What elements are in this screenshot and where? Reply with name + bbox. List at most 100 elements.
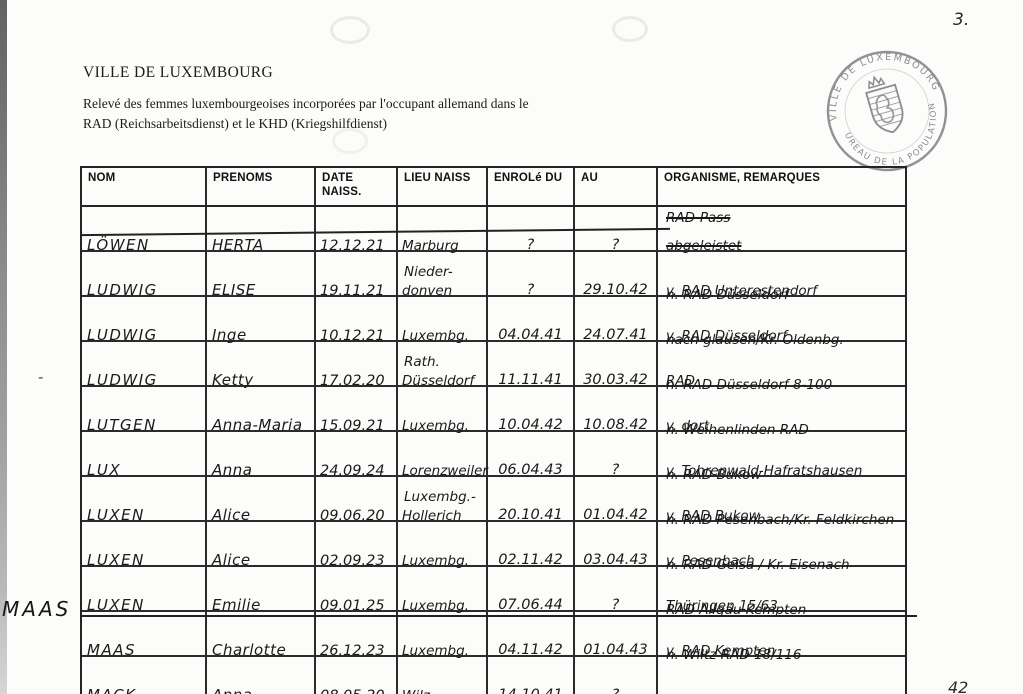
cell-lieu-naiss: Luxembg.: [402, 328, 469, 344]
cell-prenoms: Alice: [212, 551, 251, 569]
cell-nom: LÖWEN: [87, 236, 150, 254]
subtitle-line-2: RAD (Reichsarbeitsdienst) et le KHD (Kri…: [83, 116, 388, 132]
cell-date-naiss: 09.06.20: [320, 508, 385, 524]
cell-lieu-naiss: Luxembg.: [402, 418, 469, 434]
table-row: LUXEN Alice 02.09.23 Luxembg. 02.11.42 0…: [82, 512, 905, 569]
corner-handwritten-number: 42: [948, 678, 969, 694]
cell-remark-line2: RAD: [666, 373, 696, 389]
cell-lieu-naiss-line2: Düsseldorf: [402, 373, 475, 389]
cell-remark-line2: v. RAD Bukow: [666, 508, 760, 524]
scan-artifact: [612, 16, 648, 42]
cell-nom: LUXEN: [87, 506, 145, 524]
cell-date-naiss: 08.05.20: [320, 688, 385, 694]
cell-nom: LUX: [87, 461, 122, 479]
cell-nom: MACK: [87, 686, 137, 694]
scan-edge-shadow: [0, 0, 7, 694]
cell-date-naiss: 09.01.25: [320, 598, 385, 614]
table-row: MAAS Charlotte 26.12.23 Luxembg. 04.11.4…: [82, 602, 905, 659]
cell-au: 10.08.42: [583, 417, 648, 433]
cell-enrole-du: 11.11.41: [498, 372, 563, 388]
cell-remark-line1: n. RAD Pesenbach/Kr. Feldkirchen: [666, 512, 895, 528]
cell-lieu-naiss: Luxembg.: [402, 643, 469, 659]
cell-remark-line2: v. RAD Unterestendorf: [666, 283, 817, 299]
cell-au: ?: [612, 687, 620, 694]
scan-artifact: [332, 128, 368, 154]
col-header-prenoms: PRENOMS: [207, 168, 316, 205]
margin-dash-mark: -: [38, 368, 44, 386]
cell-prenoms: Charlotte: [212, 641, 287, 659]
cell-lieu-naiss-line1: Rath.: [404, 354, 440, 370]
table-row: LUDWIG Ketty 17.02.20 Rath. Düsseldorf 1…: [82, 332, 905, 389]
cell-date-naiss: 02.09.23: [320, 553, 385, 569]
cell-prenoms: Anna-Maria: [212, 416, 303, 434]
cell-enrole-du: 04.04.41: [498, 327, 563, 343]
cell-lieu-naiss-line2: Hollerich: [402, 508, 462, 524]
cell-prenoms: Alice: [212, 506, 251, 524]
subtitle-line-1: Relevé des femmes luxembourgeoises incor…: [83, 96, 529, 111]
cell-remark-line2: v. RAD Kempten: [666, 643, 776, 659]
cell-au: ?: [611, 237, 620, 253]
col-header-nom: NOM: [82, 168, 207, 205]
cell-prenoms: ELISE: [212, 281, 256, 299]
cell-enrole-du: 20.10.41: [498, 507, 563, 523]
cell-remark-line1: n. RAD Düsseldorf: [666, 287, 789, 303]
document-subtitle: Relevé des femmes luxembourgeoises incor…: [83, 94, 603, 135]
cell-au: 29.10.42: [583, 282, 648, 298]
cell-date-naiss: 10.12.21: [320, 328, 385, 344]
cell-date-naiss: 12.12.21: [320, 238, 385, 254]
cell-nom: LUTGEN: [87, 416, 157, 434]
cell-prenoms: Anna: [212, 686, 252, 694]
table-row: LUDWIG ELISE 19.11.21 Nieder- donven ? 2…: [82, 252, 905, 299]
cell-au: ?: [611, 462, 620, 478]
cell-nom: LUDWIG: [87, 281, 158, 299]
cell-prenoms: Emilie: [212, 596, 261, 614]
cell-enrole-du: 06.04.43: [498, 462, 563, 478]
cell-lieu-naiss-line1: Nieder-: [404, 264, 453, 280]
cell-au: 03.04.43: [583, 552, 648, 568]
table-row: LUTGEN Anna-Maria 15.09.21 Luxembg. 10.0…: [82, 377, 905, 434]
table-row: LUDWIG Inge 10.12.21 Luxembg. 04.04.41 2…: [82, 287, 905, 344]
cell-date-naiss: 19.11.21: [320, 283, 385, 299]
cell-nom: MAAS: [87, 641, 136, 659]
cell-date-naiss: 24.09.24: [320, 463, 385, 479]
cell-date-naiss: 26.12.23: [320, 643, 385, 659]
cell-remark-line1: n. RAD Geisa / Kr. Eisenach: [666, 557, 850, 573]
table-row: MACK Anna 08.05.20 Wilz 14.10.41 ? n. Wi…: [82, 647, 905, 694]
stamp-text-top: VILLE DE LUXEMBOURG: [814, 38, 942, 123]
cell-remark-line1: nach glausen/Kr. Oldenbg.: [666, 332, 844, 348]
scan-artifact: [330, 16, 370, 44]
cell-lieu-naiss: Marburg: [402, 238, 459, 254]
cell-remark-line1: n. Weihenlinden RAD: [666, 422, 809, 438]
cell-lieu-naiss-line1: Luxembg.-: [404, 489, 476, 505]
cell-prenoms: Inge: [212, 326, 247, 344]
cell-remark-line1: RAD Allgäu Kempten: [666, 602, 807, 618]
cell-lieu-naiss: Lorenzweiler: [402, 463, 488, 479]
svg-text:VILLE DE LUXEMBOURG: VILLE DE LUXEMBOURG: [814, 38, 942, 123]
cell-lieu-naiss: Luxembg.: [402, 553, 469, 569]
cell-remark-line2: v. Pesenbach: [666, 553, 755, 569]
cell-lieu-naiss: Wilz: [402, 688, 430, 694]
document-title: VILLE DE LUXEMBOURG: [83, 64, 274, 81]
cell-date-naiss: 15.09.21: [320, 418, 385, 434]
cell-enrole-du: ?: [526, 237, 535, 253]
municipal-stamp: VILLE DE LUXEMBOURG BUREAU DE LA POPULAT…: [809, 33, 951, 184]
col-header-enrole-du: ENROLé DU: [488, 168, 575, 205]
cell-au: 24.07.41: [583, 327, 648, 343]
cell-lieu-naiss-line2: donven: [402, 283, 453, 299]
stamp-coat-of-arms: [865, 83, 904, 134]
margin-note-maas: MAAS: [2, 597, 72, 621]
cell-remark-line2: abgeleistet: [666, 238, 742, 254]
table-row: LÖWEN HERTA 12.12.21 Marburg ? ? RAD-Pas…: [80, 207, 905, 254]
col-header-date-naiss: DATE NAISS.: [316, 168, 398, 205]
cell-au: 01.04.42: [583, 507, 648, 523]
cell-au: 30.03.42: [583, 372, 648, 388]
section-divider-line: [80, 615, 917, 617]
col-header-au: AU: [575, 168, 658, 205]
cell-remark-line2: v. RAD Düsseldorf: [666, 328, 787, 344]
register-table: NOM PRENOMS DATE NAISS. LIEU NAISS ENROL…: [80, 166, 917, 694]
cell-remark-line1: n. Wiltz RAD 18/116: [666, 647, 802, 663]
cell-enrole-du: 14.10.41: [498, 687, 563, 694]
cell-remark-line1: n. RAD Bukow: [666, 467, 762, 483]
table-row: LUXEN Emilie 09.01.25 Luxembg. 07.06.44 …: [80, 557, 917, 617]
cell-enrole-du: 10.04.42: [498, 417, 563, 433]
